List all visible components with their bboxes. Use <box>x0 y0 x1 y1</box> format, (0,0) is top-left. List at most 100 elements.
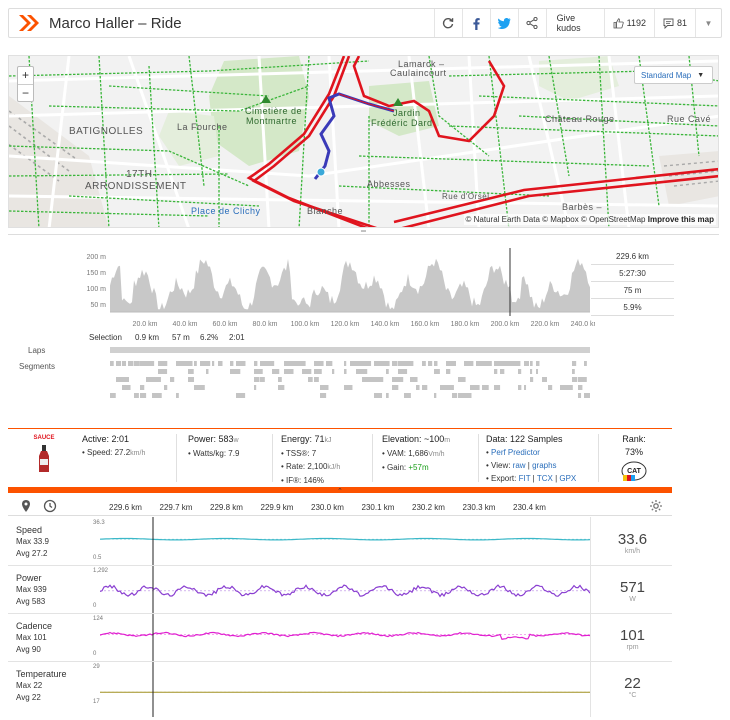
segment-mark[interactable] <box>422 385 428 390</box>
segment-mark[interactable] <box>572 369 575 374</box>
segment-mark[interactable] <box>578 393 582 398</box>
segment-mark[interactable] <box>266 361 275 366</box>
segment-mark[interactable] <box>326 361 333 366</box>
segment-mark[interactable] <box>254 361 258 366</box>
segment-mark[interactable] <box>464 393 472 398</box>
segment-mark[interactable] <box>320 385 329 390</box>
segment-mark[interactable] <box>188 369 194 374</box>
segment-mark[interactable] <box>434 361 438 366</box>
segment-mark[interactable] <box>404 369 408 374</box>
segment-mark[interactable] <box>344 361 347 366</box>
attribution-text[interactable]: © Natural Earth Data © Mapbox © OpenStre… <box>465 215 646 224</box>
view-raw-link[interactable]: raw <box>512 461 526 470</box>
segment-mark[interactable] <box>482 361 490 366</box>
segment-mark[interactable] <box>284 369 294 374</box>
collapse-handle-icon[interactable]: ⌃ <box>337 488 343 495</box>
segment-mark[interactable] <box>452 393 458 398</box>
twitter-share-button[interactable] <box>489 9 518 37</box>
refresh-button[interactable] <box>433 9 462 37</box>
segment-mark[interactable] <box>254 385 257 390</box>
segment-mark[interactable] <box>398 377 404 382</box>
segment-mark[interactable] <box>518 385 522 390</box>
map-canvas[interactable] <box>9 56 719 228</box>
segment-mark[interactable] <box>272 369 280 374</box>
segment-mark[interactable] <box>476 361 484 366</box>
segment-mark[interactable] <box>446 385 454 390</box>
segment-mark[interactable] <box>140 393 147 398</box>
segment-mark[interactable] <box>362 377 370 382</box>
laps-bar[interactable] <box>110 347 590 353</box>
elevation-profile[interactable] <box>110 258 590 312</box>
segment-mark[interactable] <box>356 369 364 374</box>
segment-mark[interactable] <box>434 393 437 398</box>
segment-mark[interactable] <box>458 393 467 398</box>
segment-mark[interactable] <box>152 377 159 382</box>
segment-mark[interactable] <box>518 361 521 366</box>
segment-mark[interactable] <box>362 369 368 374</box>
segment-mark[interactable] <box>116 377 124 382</box>
segment-mark[interactable] <box>404 393 411 398</box>
segment-mark[interactable] <box>116 361 122 366</box>
segment-mark[interactable] <box>494 385 501 390</box>
segment-mark[interactable] <box>494 361 502 366</box>
segment-mark[interactable] <box>140 385 145 390</box>
kudos-count-button[interactable]: 1192 <box>603 9 654 37</box>
segment-mark[interactable] <box>152 361 155 366</box>
segment-mark[interactable] <box>584 393 590 398</box>
segment-mark[interactable] <box>296 361 306 366</box>
segment-mark[interactable] <box>278 377 282 382</box>
segment-mark[interactable] <box>572 361 577 366</box>
segment-mark[interactable] <box>344 385 353 390</box>
segment-mark[interactable] <box>314 361 324 366</box>
segment-mark[interactable] <box>164 385 168 390</box>
segment-mark[interactable] <box>458 377 466 382</box>
elevation-chart[interactable]: 200 m 150 m 100 m 50 m 20.0 km 40.0 km 60.0 km… <box>75 248 595 338</box>
segment-mark[interactable] <box>206 361 211 366</box>
segment-mark[interactable] <box>236 361 246 366</box>
segment-mark[interactable] <box>470 385 480 390</box>
segment-mark[interactable] <box>452 361 456 366</box>
segment-mark[interactable] <box>374 361 381 366</box>
zoom-out-button[interactable]: − <box>18 84 33 101</box>
segment-mark[interactable] <box>536 369 539 374</box>
segment-mark[interactable] <box>530 369 533 374</box>
segment-mark[interactable] <box>440 385 449 390</box>
segment-mark[interactable] <box>428 361 433 366</box>
segment-mark[interactable] <box>230 369 238 374</box>
segment-mark[interactable] <box>284 361 292 366</box>
clock-icon[interactable] <box>42 498 58 514</box>
segment-mark[interactable] <box>314 369 322 374</box>
segment-mark[interactable] <box>392 361 398 366</box>
improve-map-link[interactable]: Improve this map <box>647 215 714 224</box>
segment-mark[interactable] <box>260 361 267 366</box>
segment-mark[interactable] <box>194 385 204 390</box>
map-style-select[interactable]: Standard Map ▼ <box>634 66 713 84</box>
segment-mark[interactable] <box>410 361 414 366</box>
segment-mark[interactable] <box>206 369 209 374</box>
segment-mark[interactable] <box>482 385 489 390</box>
segment-mark[interactable] <box>572 377 578 382</box>
segment-mark[interactable] <box>536 361 540 366</box>
segment-mark[interactable] <box>392 377 400 382</box>
segment-mark[interactable] <box>194 361 197 366</box>
segment-mark[interactable] <box>110 393 116 398</box>
segment-mark[interactable] <box>158 369 168 374</box>
segment-mark[interactable] <box>464 361 474 366</box>
segment-mark[interactable] <box>494 369 498 374</box>
facebook-share-button[interactable] <box>461 9 490 37</box>
segment-mark[interactable] <box>542 377 548 382</box>
analysis-drag-bar[interactable] <box>8 488 672 493</box>
segment-mark[interactable] <box>524 385 527 390</box>
export-tcx-link[interactable]: TCX <box>536 474 553 483</box>
segment-mark[interactable] <box>512 361 520 366</box>
segment-mark[interactable] <box>398 369 405 374</box>
share-button[interactable] <box>517 9 546 37</box>
export-gpx-link[interactable]: GPX <box>559 474 577 483</box>
segment-mark[interactable] <box>230 361 234 366</box>
settings-gear-icon[interactable] <box>648 498 664 514</box>
segment-mark[interactable] <box>254 369 263 374</box>
segment-mark[interactable] <box>182 361 191 366</box>
segment-mark[interactable] <box>212 361 215 366</box>
segment-mark[interactable] <box>314 377 319 382</box>
segment-mark[interactable] <box>578 377 587 382</box>
